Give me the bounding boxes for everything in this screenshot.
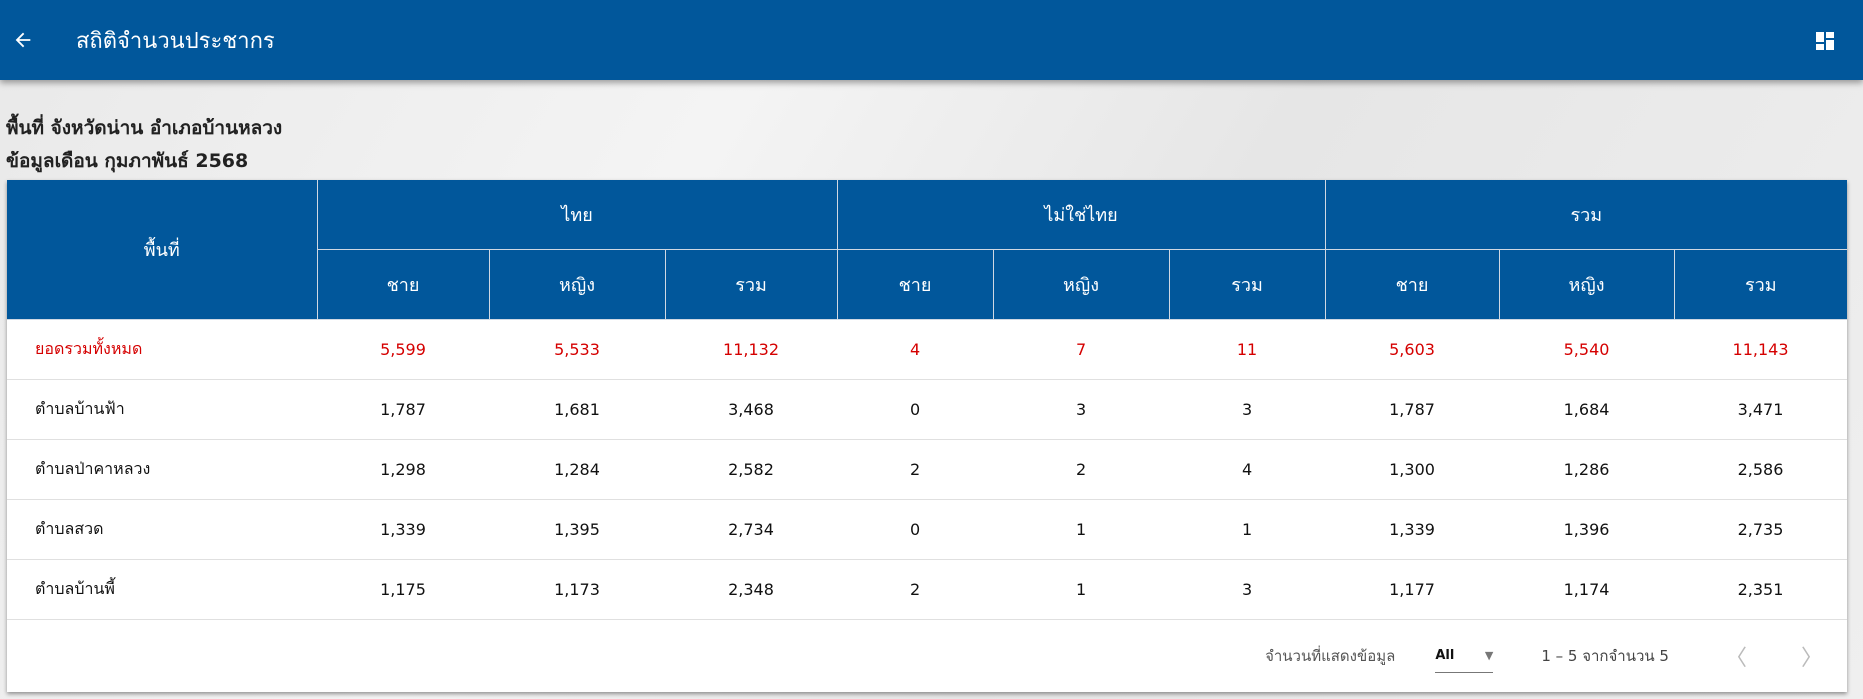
value-cell: 3,468 <box>665 379 838 440</box>
header-area[interactable]: พื้นที่ <box>7 180 318 320</box>
month-label: ข้อมูลเดือน กุมภาพันธ์ 2568 <box>6 150 249 172</box>
page-title: สถิติจำนวนประชากร <box>76 28 275 54</box>
page-range: 1 – 5 จากจำนวน 5 <box>1541 646 1669 665</box>
value-cell: 1,339 <box>1325 499 1500 560</box>
value-cell: 5,533 <box>489 319 665 380</box>
value-cell: 4 <box>837 319 994 380</box>
population-table-card: พื้นที่ ไทย ไม่ใช่ไทย รวม ชาย หญิง รวม ชายห… <box>7 180 1847 692</box>
value-cell: 3 <box>1169 559 1326 620</box>
info-block: พื้นที่ จังหวัดน่าน อำเภอบ้านหลวง ข้อมูล… <box>6 112 282 178</box>
value-cell: 2,735 <box>1674 499 1847 560</box>
subheader-total-male[interactable]: ชาย <box>1325 249 1500 320</box>
population-table: พื้นที่ ไทย ไม่ใช่ไทย รวม ชาย หญิง รวม ชายห… <box>7 180 1847 620</box>
rows-per-page-select[interactable]: All ▼ <box>1435 639 1494 673</box>
value-cell: 5,603 <box>1325 319 1500 380</box>
area-cell: ตำบลสวด <box>7 499 317 560</box>
value-cell: 3 <box>993 379 1170 440</box>
app-bar: สถิติจำนวนประชากร <box>0 0 1863 80</box>
subheader-thai-female[interactable]: หญิง <box>489 249 666 320</box>
area-cell: ตำบลป่าคาหลวง <box>7 439 317 500</box>
subheader-non-thai-male[interactable]: ชาย <box>837 249 994 320</box>
subheader-total-sum[interactable]: รวม <box>1674 249 1847 320</box>
value-cell: 1,339 <box>317 499 489 560</box>
area-cell: ตำบลบ้านพี้ <box>7 559 317 620</box>
value-cell: 11,132 <box>665 319 838 380</box>
table-row: ตำบลบ้านฟ้า 1,787 1,681 3,468 0 3 3 1,787 1,684 3… <box>7 379 1847 440</box>
value-cell: 1,177 <box>1325 559 1500 620</box>
subheader-non-thai-female[interactable]: หญิง <box>993 249 1170 320</box>
back-button[interactable] <box>12 29 34 51</box>
total-row: ยอดรวมทั้งหมด 5,599 5,533 11,132 4 7 11 5,603 5,… <box>7 319 1847 380</box>
value-cell: 2,348 <box>665 559 838 620</box>
value-cell: 5,540 <box>1499 319 1675 380</box>
caret-down-icon: ▼ <box>1484 648 1494 662</box>
rows-per-page-value: All <box>1435 647 1455 663</box>
value-cell: 2,582 <box>665 439 838 500</box>
table-footer: จำนวนที่แสดงข้อมูล All ▼ 1 – 5 จากจำนวน … <box>7 620 1847 692</box>
value-cell: 1,681 <box>489 379 665 440</box>
value-cell: 3,471 <box>1674 379 1847 440</box>
value-cell: 4 <box>1169 439 1326 500</box>
value-cell: 3 <box>1169 379 1326 440</box>
header-thai: ไทย <box>317 180 838 250</box>
next-page-button[interactable]: 〉 <box>1800 645 1823 671</box>
subheader-non-thai-sum[interactable]: รวม <box>1169 249 1326 320</box>
table-row: ตำบลป่าคาหลวง 1,298 1,284 2,582 2 2 4 1,300 1,28… <box>7 439 1847 500</box>
prev-page-button[interactable]: 〈 <box>1724 645 1747 671</box>
value-cell: 2 <box>837 559 994 620</box>
value-cell: 5,599 <box>317 319 489 380</box>
value-cell: 11,143 <box>1674 319 1847 380</box>
arrow-left-icon <box>15 32 31 48</box>
subheader-total-female[interactable]: หญิง <box>1499 249 1675 320</box>
rows-per-page-label: จำนวนที่แสดงข้อมูล <box>1265 646 1396 665</box>
subheader-thai-sum[interactable]: รวม <box>665 249 838 320</box>
value-cell: 1,684 <box>1499 379 1675 440</box>
value-cell: 1,175 <box>317 559 489 620</box>
value-cell: 2 <box>837 439 994 500</box>
value-cell: 1 <box>993 559 1170 620</box>
value-cell: 1,787 <box>1325 379 1500 440</box>
table-row: ตำบลสวด 1,339 1,395 2,734 0 1 1 1,339 1,396 2,735 <box>7 499 1847 560</box>
value-cell: 1,395 <box>489 499 665 560</box>
value-cell: 1,396 <box>1499 499 1675 560</box>
value-cell: 1,286 <box>1499 439 1675 500</box>
value-cell: 2,734 <box>665 499 838 560</box>
value-cell: 1,787 <box>317 379 489 440</box>
area-cell: ตำบลบ้านฟ้า <box>7 379 317 440</box>
value-cell: 2,351 <box>1674 559 1847 620</box>
value-cell: 1,284 <box>489 439 665 500</box>
header-non-thai: ไม่ใช่ไทย <box>837 180 1326 250</box>
area-cell: ยอดรวมทั้งหมด <box>7 319 317 380</box>
table-row: ตำบลบ้านพี้ 1,175 1,173 2,348 2 1 3 1,177 1,174 2… <box>7 559 1847 620</box>
value-cell: 1,173 <box>489 559 665 620</box>
value-cell: 0 <box>837 499 994 560</box>
value-cell: 11 <box>1169 319 1326 380</box>
value-cell: 1 <box>1169 499 1326 560</box>
value-cell: 2,586 <box>1674 439 1847 500</box>
value-cell: 2 <box>993 439 1170 500</box>
value-cell: 1,174 <box>1499 559 1675 620</box>
value-cell: 1,300 <box>1325 439 1500 500</box>
header-total: รวม <box>1325 180 1847 250</box>
dashboard-grid-icon[interactable] <box>1813 29 1837 53</box>
value-cell: 7 <box>993 319 1170 380</box>
area-label: พื้นที่ จังหวัดน่าน อำเภอบ้านหลวง <box>6 117 283 139</box>
subheader-thai-male[interactable]: ชาย <box>317 249 490 320</box>
value-cell: 1,298 <box>317 439 489 500</box>
value-cell: 1 <box>993 499 1170 560</box>
value-cell: 0 <box>837 379 994 440</box>
